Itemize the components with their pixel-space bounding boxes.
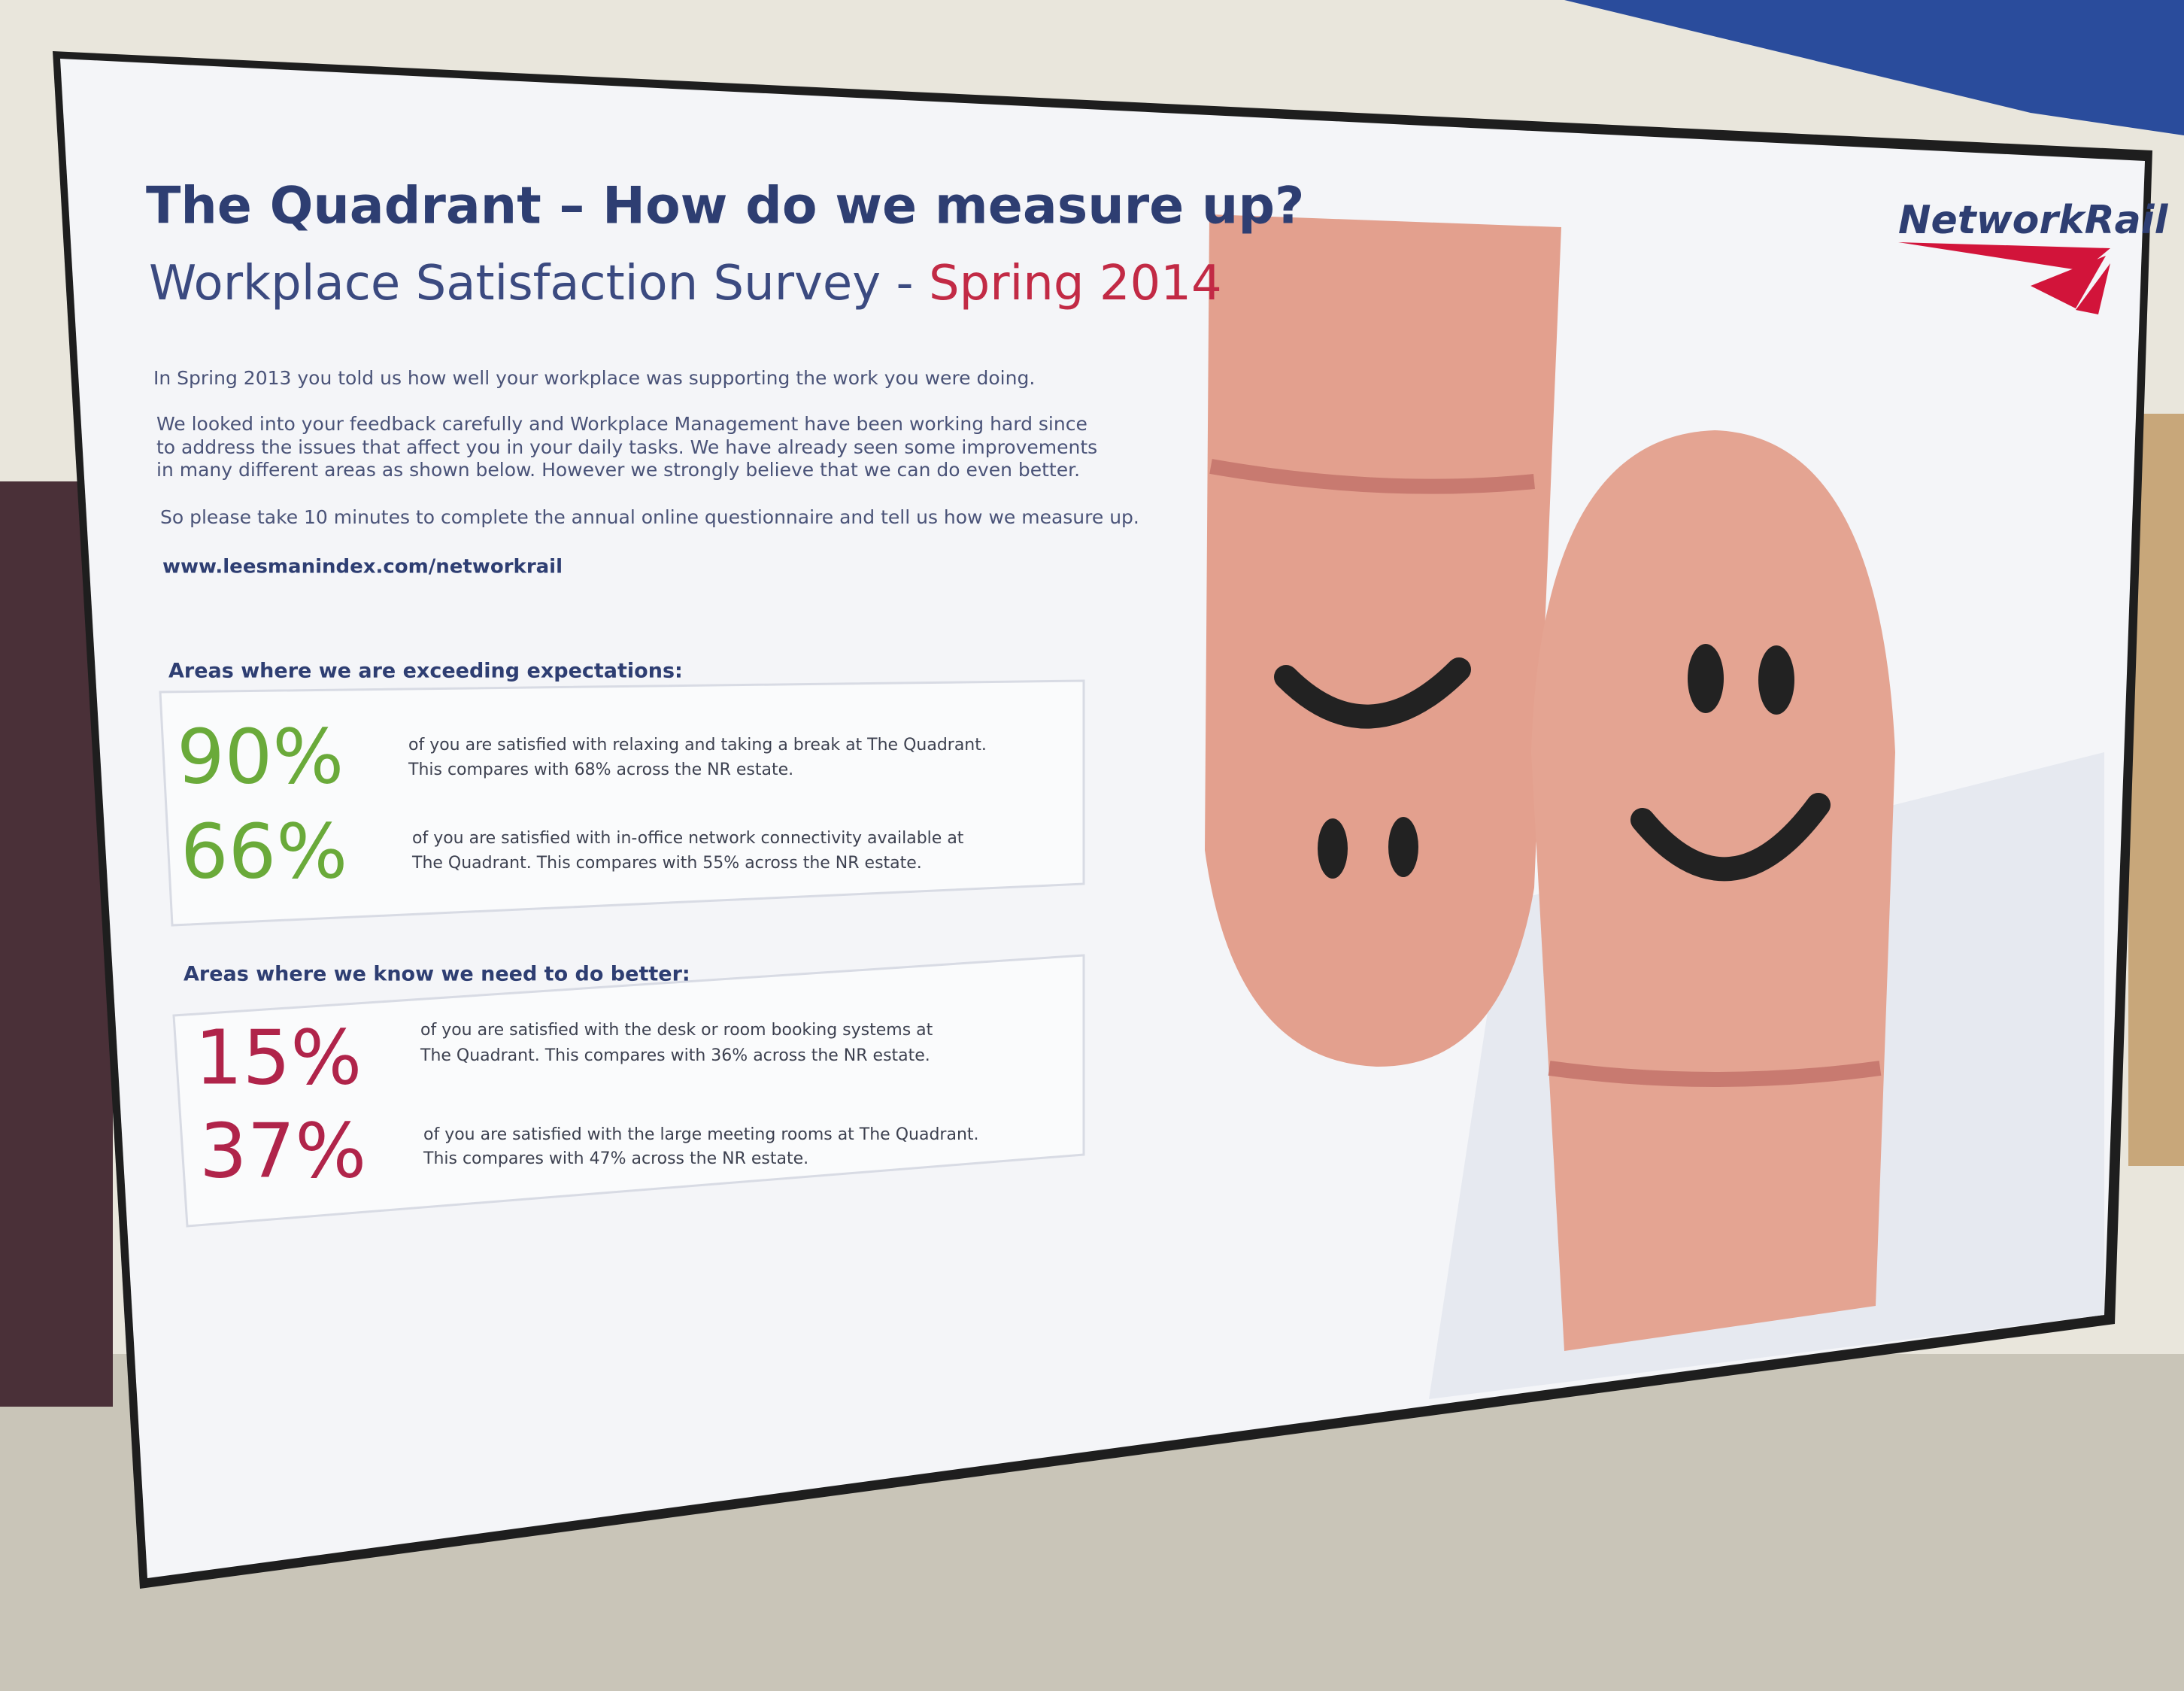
logo-chevron: [1898, 242, 2110, 271]
logo-text: NetworkRail: [1898, 198, 2169, 243]
subtitle: Workplace Satisfaction Survey - Spring 2…: [149, 256, 1222, 311]
panel: [172, 954, 1085, 1228]
item-text: This compares with 68% across the NR est…: [408, 760, 793, 779]
item-text: The Quadrant. This compares with 55% acr…: [411, 854, 922, 873]
finger-right: [1531, 430, 1895, 1351]
logo: NetworkRail: [1898, 198, 2169, 314]
percentage: 66%: [180, 807, 347, 895]
paragraph-line: So please take 10 minutes to complete th…: [160, 506, 1139, 528]
logo-chevron: [2031, 256, 2106, 308]
subtitle-highlight: Spring 2014: [929, 256, 1222, 311]
item-text: of you are satisfied with relaxing and t…: [408, 736, 987, 754]
eye: [1388, 817, 1418, 877]
section-heading: Areas where we are exceeding expectation…: [168, 660, 683, 683]
finger: [1205, 214, 1561, 1067]
paragraph-line: In Spring 2013 you told us how well your…: [153, 367, 1035, 389]
eye: [1318, 818, 1348, 879]
eye: [1688, 644, 1724, 713]
percentage: 15%: [195, 1013, 362, 1101]
item-text: The Quadrant. This compares with 36% acr…: [420, 1046, 930, 1065]
section-heading: Areas where we know we need to do better…: [184, 963, 690, 986]
item-text: of you are satisfied with the desk or ro…: [420, 1021, 933, 1040]
crease: [1548, 1061, 1882, 1087]
finger-left: [1205, 214, 1561, 1067]
mouth: [1630, 793, 1831, 882]
item-text: of you are satisfied with the large meet…: [423, 1125, 979, 1144]
finger: [1531, 430, 1895, 1351]
paragraph-line: to address the issues that affect you in…: [156, 436, 1097, 458]
item-text: of you are satisfied with in-office netw…: [412, 829, 964, 848]
panel: [159, 679, 1085, 927]
mouth: [1274, 657, 1471, 729]
percentage: 37%: [199, 1107, 366, 1195]
paragraph-line: We looked into your feedback carefully a…: [156, 413, 1087, 435]
paragraph-line: in many different areas as shown below. …: [156, 459, 1080, 481]
eye: [1758, 645, 1794, 715]
item-text: This compares with 47% across the NR est…: [423, 1149, 808, 1168]
subtitle-text: Workplace Satisfaction Survey -: [149, 256, 929, 311]
title: The Quadrant – How do we measure up?: [146, 177, 1304, 236]
beam: [1564, 0, 2184, 135]
crease: [1209, 459, 1535, 494]
url: www.leesmanindex.com/networkrail: [162, 556, 563, 578]
percentage: 90%: [177, 712, 344, 800]
logo-chevron: [2076, 263, 2110, 314]
